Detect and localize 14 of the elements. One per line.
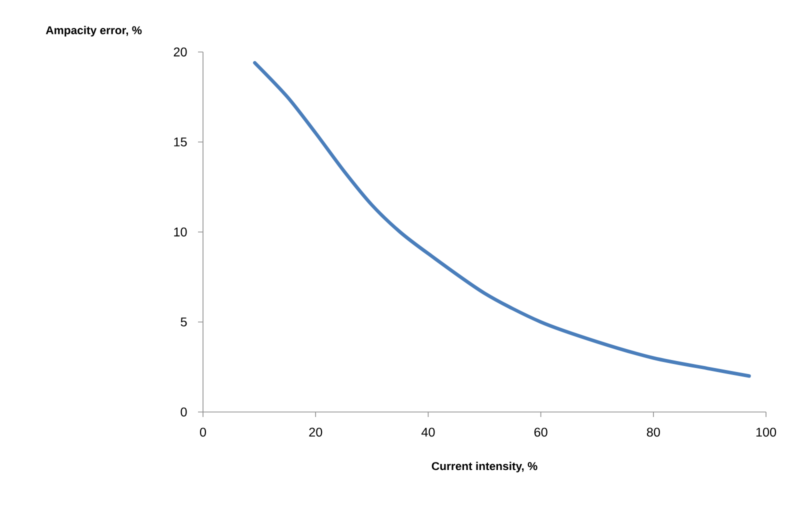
x-axis-title: Current intensity, % bbox=[432, 462, 538, 472]
x-tick-label: 40 bbox=[421, 428, 435, 437]
x-tick-label: 80 bbox=[646, 428, 660, 437]
y-tick-label: 0 bbox=[180, 408, 187, 416]
y-tick-label: 20 bbox=[174, 48, 187, 56]
x-tick-label: 100 bbox=[756, 428, 776, 437]
y-tick-label: 15 bbox=[174, 138, 187, 146]
x-tick-label: 60 bbox=[534, 428, 548, 437]
y-axis-title: Ampacity error, % bbox=[46, 26, 142, 36]
y-tick-label: 10 bbox=[174, 228, 187, 236]
line-series bbox=[253, 61, 751, 378]
x-tick-label: 0 bbox=[200, 428, 206, 437]
y-tick-label: 5 bbox=[180, 318, 187, 326]
x-tick-label: 20 bbox=[309, 428, 322, 437]
